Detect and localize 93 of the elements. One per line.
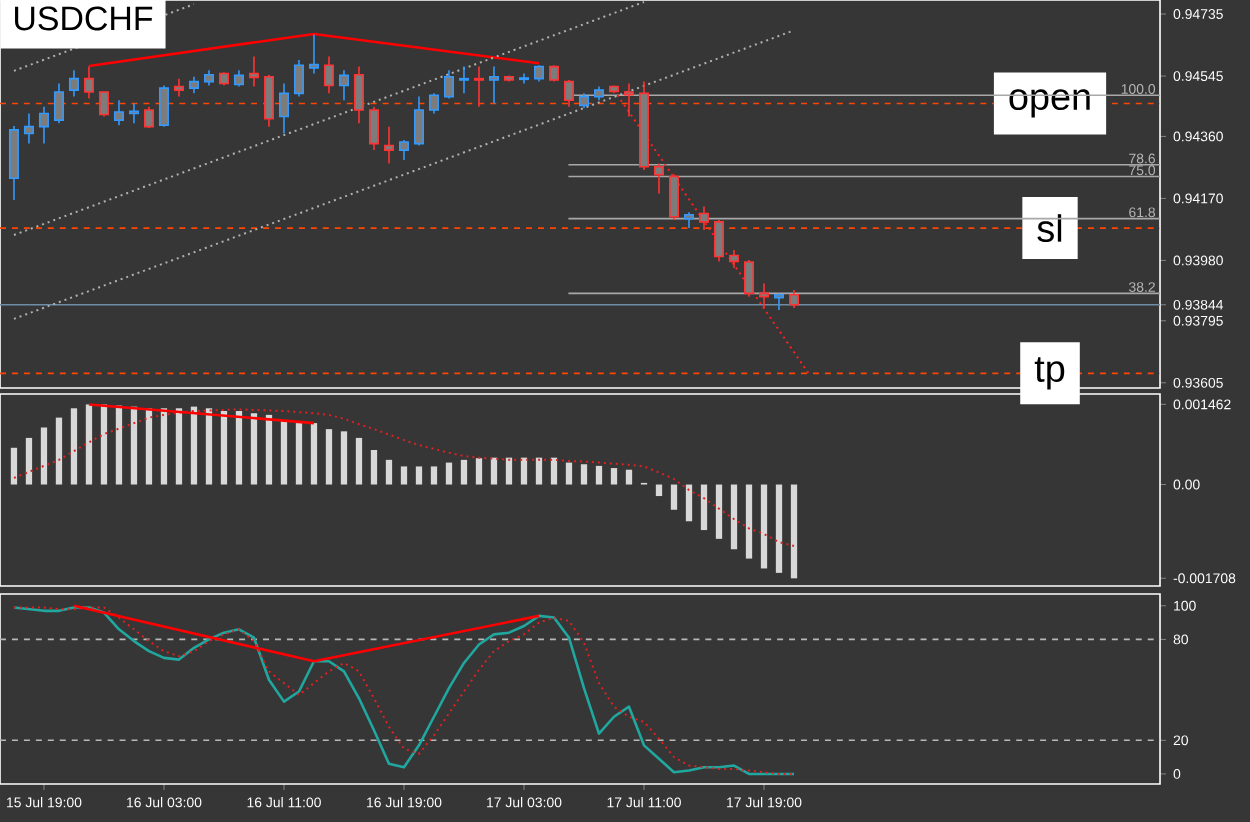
candlestick [323,55,334,95]
bar [160,408,168,485]
bar [55,417,63,485]
bar [100,404,108,485]
candlestick [128,102,139,125]
bar [760,484,768,569]
candlestick [398,139,409,161]
candlestick [248,55,259,88]
candlestick [113,99,124,127]
bar [220,411,228,485]
candlestick [353,65,364,125]
bar [340,431,348,485]
candlestick [38,105,49,145]
bar [385,459,393,485]
bar [595,465,603,485]
candlestick [458,65,469,95]
candlestick [443,69,454,100]
bar [205,408,213,485]
candlestick [563,79,574,108]
candlestick [23,112,34,145]
bar [610,468,618,485]
candlestick [83,65,94,100]
bar [745,484,753,559]
bar [190,406,198,485]
bar [475,458,483,485]
candlestick [263,73,274,128]
bar [280,420,288,485]
candlestick [428,92,439,115]
bar [115,405,123,485]
bar [700,484,708,531]
bar [715,484,723,539]
candlestick [158,84,169,128]
bar [625,469,633,485]
bar [40,427,48,485]
candlestick [338,69,349,101]
bar [85,404,93,485]
bar [505,457,513,485]
candlestick [653,162,664,195]
candlestick [623,82,634,118]
bar [400,466,408,485]
candlestick [308,33,319,75]
candlestick [743,259,754,298]
bar [70,408,78,485]
bar [490,457,498,485]
bar [10,447,18,485]
bar [235,411,243,485]
candlestick [518,72,529,85]
ref-line-label: sl [1037,214,1062,243]
bar [790,484,798,579]
bar [130,406,138,485]
candlestick [278,82,289,135]
bar [145,408,153,485]
bar [670,484,678,510]
candlestick [413,95,424,147]
bar [370,449,378,485]
bar [460,459,468,485]
candlestick [143,105,154,129]
bar [355,437,363,485]
bar [310,423,318,485]
bar [265,414,273,485]
candlestick [68,69,79,98]
candlestick [698,205,709,231]
bar [655,484,663,497]
bar [550,457,558,485]
candlestick [473,65,484,108]
bar [295,423,303,485]
bar [250,413,258,485]
bar [25,437,33,485]
bar [325,429,333,485]
bar [175,408,183,485]
bar [730,484,738,550]
ref-line-label: tp [1034,357,1065,390]
bar [535,457,543,485]
candlestick [774,292,784,311]
candlestick [383,125,394,165]
ref-line-label: open [1009,89,1090,118]
bar [580,464,588,485]
bar [520,457,528,485]
candlestick [713,219,724,263]
candlestick [668,173,679,221]
candlestick [488,65,499,105]
bar [685,484,693,522]
candlestick [173,77,184,98]
candlestick [53,82,64,125]
bar [430,466,438,485]
candlestick [368,105,379,151]
candlestick [98,91,109,118]
bar [415,466,423,485]
bar [565,462,573,485]
candlestick [293,59,304,98]
bar [775,484,783,573]
chart-title: USDCHF [15,6,153,31]
bar [445,462,453,485]
